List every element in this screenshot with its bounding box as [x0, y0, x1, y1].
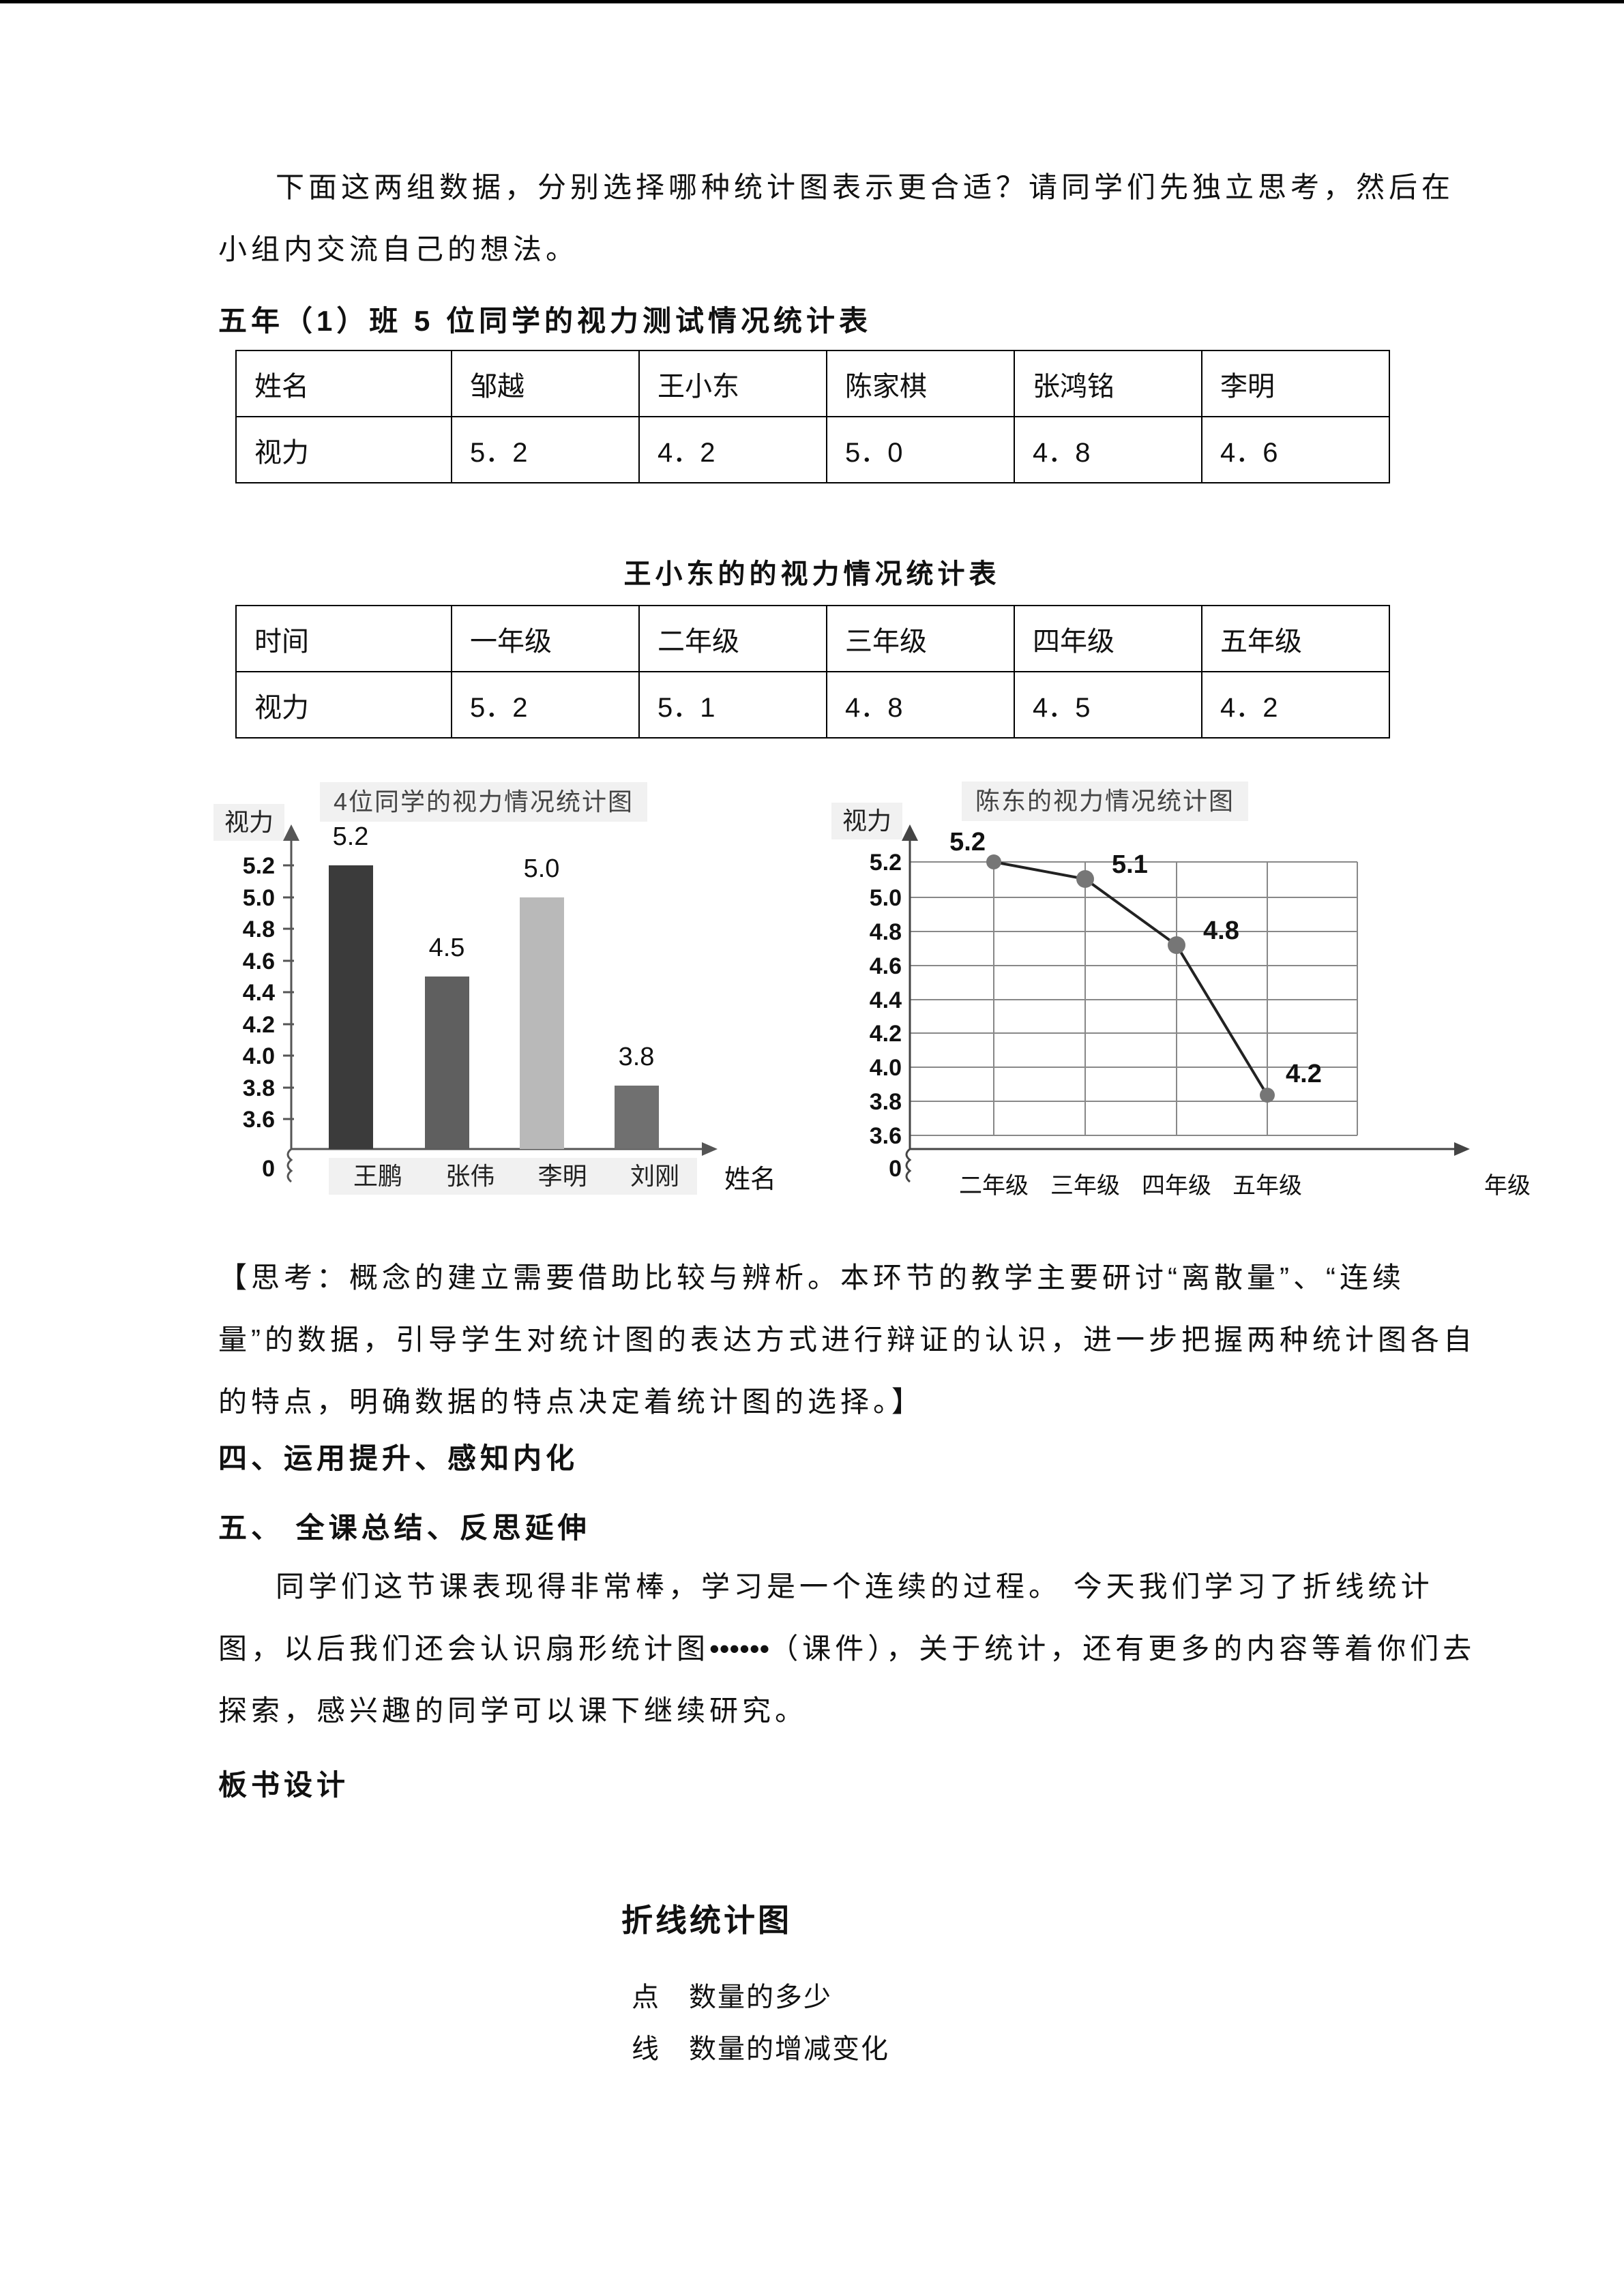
svg-text:3.8: 3.8: [870, 1089, 902, 1115]
svg-text:5.0: 5.0: [243, 885, 275, 911]
svg-text:3.8: 3.8: [243, 1075, 275, 1101]
svg-text:5.2: 5.2: [333, 822, 369, 851]
svg-text:4.2: 4.2: [1286, 1060, 1322, 1088]
svg-text:0: 0: [889, 1156, 902, 1182]
svg-text:4.4: 4.4: [870, 987, 902, 1013]
svg-text:3.6: 3.6: [870, 1123, 902, 1149]
svg-text:三年级: 三年级: [1050, 1173, 1120, 1199]
svg-text:4.0: 4.0: [243, 1043, 275, 1069]
svg-text:5.2: 5.2: [870, 850, 902, 876]
svg-text:5.1: 5.1: [1112, 850, 1148, 879]
svg-text:4.8: 4.8: [1203, 916, 1239, 945]
svg-text:4.8: 4.8: [243, 916, 275, 942]
svg-text:4.5: 4.5: [429, 934, 465, 962]
svg-text:五年级: 五年级: [1232, 1173, 1302, 1199]
svg-text:4.0: 4.0: [870, 1055, 902, 1081]
svg-text:5.0: 5.0: [524, 854, 560, 883]
svg-text:4.8: 4.8: [870, 919, 902, 945]
svg-text:4.4: 4.4: [243, 980, 275, 1006]
svg-text:4.2: 4.2: [870, 1021, 902, 1047]
svg-text:3.6: 3.6: [243, 1107, 275, 1133]
svg-text:二年级: 二年级: [959, 1173, 1029, 1199]
svg-text:5.0: 5.0: [870, 885, 902, 911]
svg-text:0: 0: [262, 1156, 275, 1182]
svg-text:四年级: 四年级: [1142, 1173, 1211, 1199]
svg-text:3.8: 3.8: [619, 1043, 655, 1071]
svg-text:5.2: 5.2: [243, 853, 275, 879]
svg-text:4.6: 4.6: [870, 953, 902, 979]
svg-text:4.6: 4.6: [243, 949, 275, 974]
svg-text:5.2: 5.2: [949, 828, 986, 856]
svg-text:年级: 年级: [1484, 1173, 1531, 1199]
svg-text:4.2: 4.2: [243, 1012, 275, 1038]
